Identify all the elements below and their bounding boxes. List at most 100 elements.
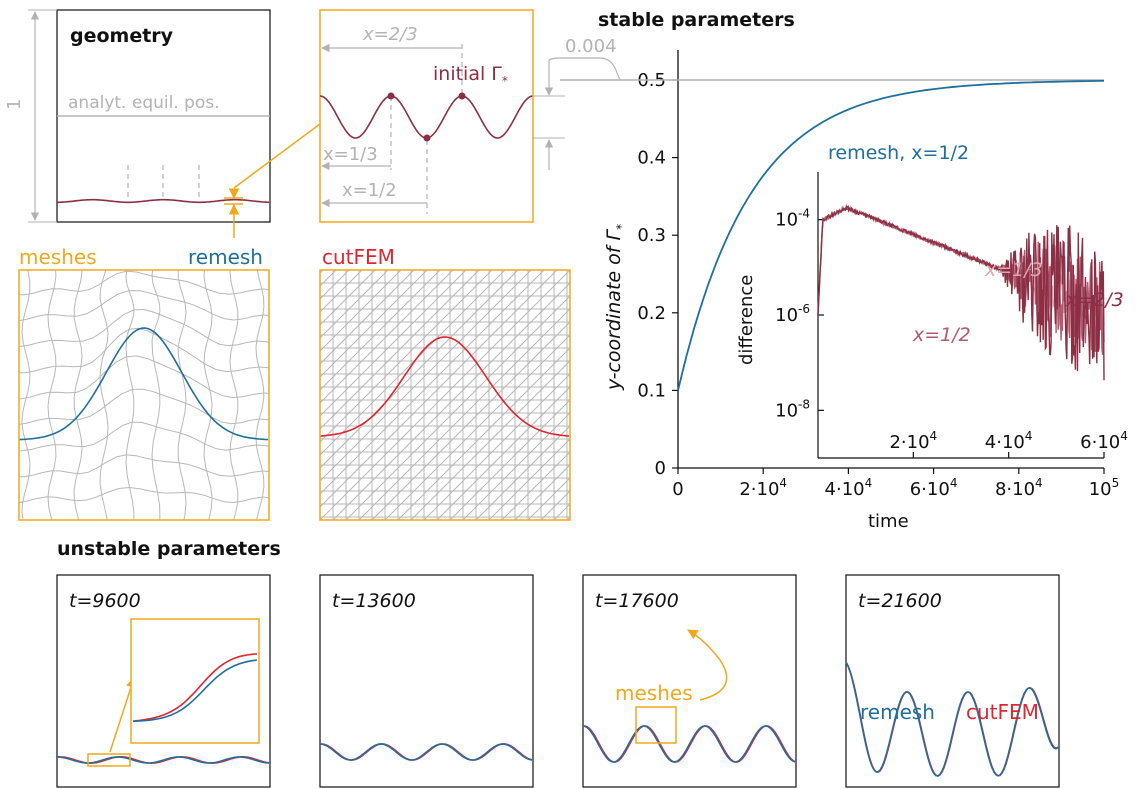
mesh-line: [19, 486, 269, 504]
remesh-curve: [845, 661, 1059, 777]
mesh-line: [19, 327, 269, 374]
mesh-line: [345, 295, 570, 520]
mesh-line: [320, 270, 324, 274]
meshes-marker-17600: meshes: [615, 629, 728, 744]
mesh-line: [99, 270, 109, 520]
mesh-line: [462, 412, 570, 520]
unstable-panel-frame: [56, 574, 271, 788]
remesh-label-unstable: remesh: [860, 700, 935, 724]
mesh-line: [21, 270, 31, 520]
inset-x-tick-label: 4·104: [985, 429, 1033, 453]
time-label: t=9600: [69, 590, 141, 612]
mesh-line: [320, 270, 558, 508]
geometry-panel: geometry analyt. equil. pos. 1: [4, 9, 321, 238]
mesh-line: [320, 270, 415, 365]
mesh-line: [320, 270, 480, 430]
analyt-equil-label: analyt. equil. pos.: [68, 93, 220, 113]
inset-y-tick-label: 10-4: [775, 207, 810, 231]
unstable-panel-1: t=9600: [56, 574, 271, 788]
mesh-line: [371, 321, 570, 520]
remesh-frame: [18, 269, 270, 521]
x-tick-label: 0: [672, 479, 683, 500]
x-axis-label: time: [868, 511, 909, 532]
zoom-cutfem-curve: [132, 653, 258, 722]
inset-y-tick-label: 10-6: [775, 302, 810, 326]
mesh-line: [0, 233, 288, 243]
zoom-frame: [319, 9, 534, 223]
y-axis-label-sub: *: [614, 224, 628, 230]
mesh-line: [320, 270, 519, 469]
amp-leader: [548, 57, 621, 81]
mesh-line: [47, 270, 57, 520]
unstable-panel-4: t=21600: [845, 574, 1060, 788]
cutfem-mesh: [60, 260, 570, 520]
mesh-line: [19, 290, 269, 322]
zoom-panel: x=2/3 x=1/3 x=1/2 initial Γ* 0.004: [319, 9, 621, 223]
point-x13: [387, 92, 395, 100]
mesh-line: [410, 360, 570, 520]
mesh-line: [320, 270, 389, 339]
zoom-inset-frame: [130, 618, 260, 744]
inset-label-x13: x=1/3: [984, 259, 1043, 281]
mesh-line: [320, 270, 402, 352]
mesh-line: [73, 270, 83, 520]
zoom-inset-9600: [87, 618, 260, 767]
mesh-line: [125, 270, 135, 520]
mesh-line: [320, 270, 570, 520]
meshes-label-unstable: meshes: [615, 681, 693, 705]
mesh-line: [423, 373, 570, 520]
inset-label-x23: x=2/3: [1065, 289, 1124, 311]
zoom-interface-curve: [319, 95, 534, 139]
mesh-line: [0, 250, 4, 540]
cutfem-label: cutFEM: [322, 245, 395, 269]
inset-x-tick-label: 2·104: [889, 429, 937, 453]
mesh-line: [177, 270, 187, 520]
y-tick-label: 0.4: [637, 148, 666, 169]
remesh-curve-label: remesh, x=1/2: [828, 142, 969, 164]
mesh-line: [60, 260, 320, 520]
x-tick-label: 4·104: [825, 476, 873, 500]
height-label: 1: [4, 99, 25, 110]
unstable-panel-frame: [319, 574, 534, 788]
x-tick-label: 105: [1089, 476, 1120, 500]
mesh-line: [19, 388, 269, 425]
remesh-curve: [319, 743, 533, 761]
remesh-label: remesh: [188, 245, 263, 269]
cutfem-interface-curve: [320, 336, 570, 437]
mesh-line: [320, 270, 441, 391]
mesh-line: [19, 421, 269, 452]
inset-x-tick-label: 6·104: [1080, 429, 1128, 453]
inset-series-x23: [817, 205, 1105, 381]
mesh-line: [384, 334, 570, 520]
amp-label: 0.004: [565, 36, 617, 57]
meshes-box: [635, 706, 677, 744]
mesh-line: [19, 355, 269, 400]
remesh-curve: [56, 756, 270, 764]
inset-y-label: difference: [736, 275, 757, 365]
mesh-line: [320, 270, 454, 404]
mesh-line: [332, 282, 570, 520]
x-tick-label: 6·104: [910, 476, 958, 500]
geometry-interface-curve: [57, 198, 270, 204]
mesh-line: [229, 270, 239, 520]
remesh-mesh: [0, 233, 288, 540]
mesh-line: [320, 270, 493, 443]
zoom-remesh-curve: [132, 659, 258, 723]
remesh-curve: [582, 725, 796, 763]
y-axis-label-text: y-coordinate of Γ: [603, 229, 625, 391]
time-label: t=17600: [595, 590, 679, 612]
inset-label-x12: x=1/2: [912, 324, 971, 346]
stable-chart: stable parameters 0 2·104 4·104 6·104 8·104 1…: [560, 9, 1128, 532]
mesh-line: [449, 399, 570, 520]
unstable-panel-2: t=13600: [319, 574, 534, 788]
mesh-line: [320, 270, 376, 326]
mesh-line: [436, 386, 570, 520]
x-tick-label: 8·104: [995, 476, 1043, 500]
mesh-line: [19, 308, 269, 348]
zoom-box: [87, 753, 131, 767]
mesh-line: [19, 270, 269, 296]
cutfem-label-unstable: cutFEM: [966, 700, 1039, 724]
mesh-line: [320, 270, 532, 482]
x-tick-label: 2·104: [739, 476, 787, 500]
